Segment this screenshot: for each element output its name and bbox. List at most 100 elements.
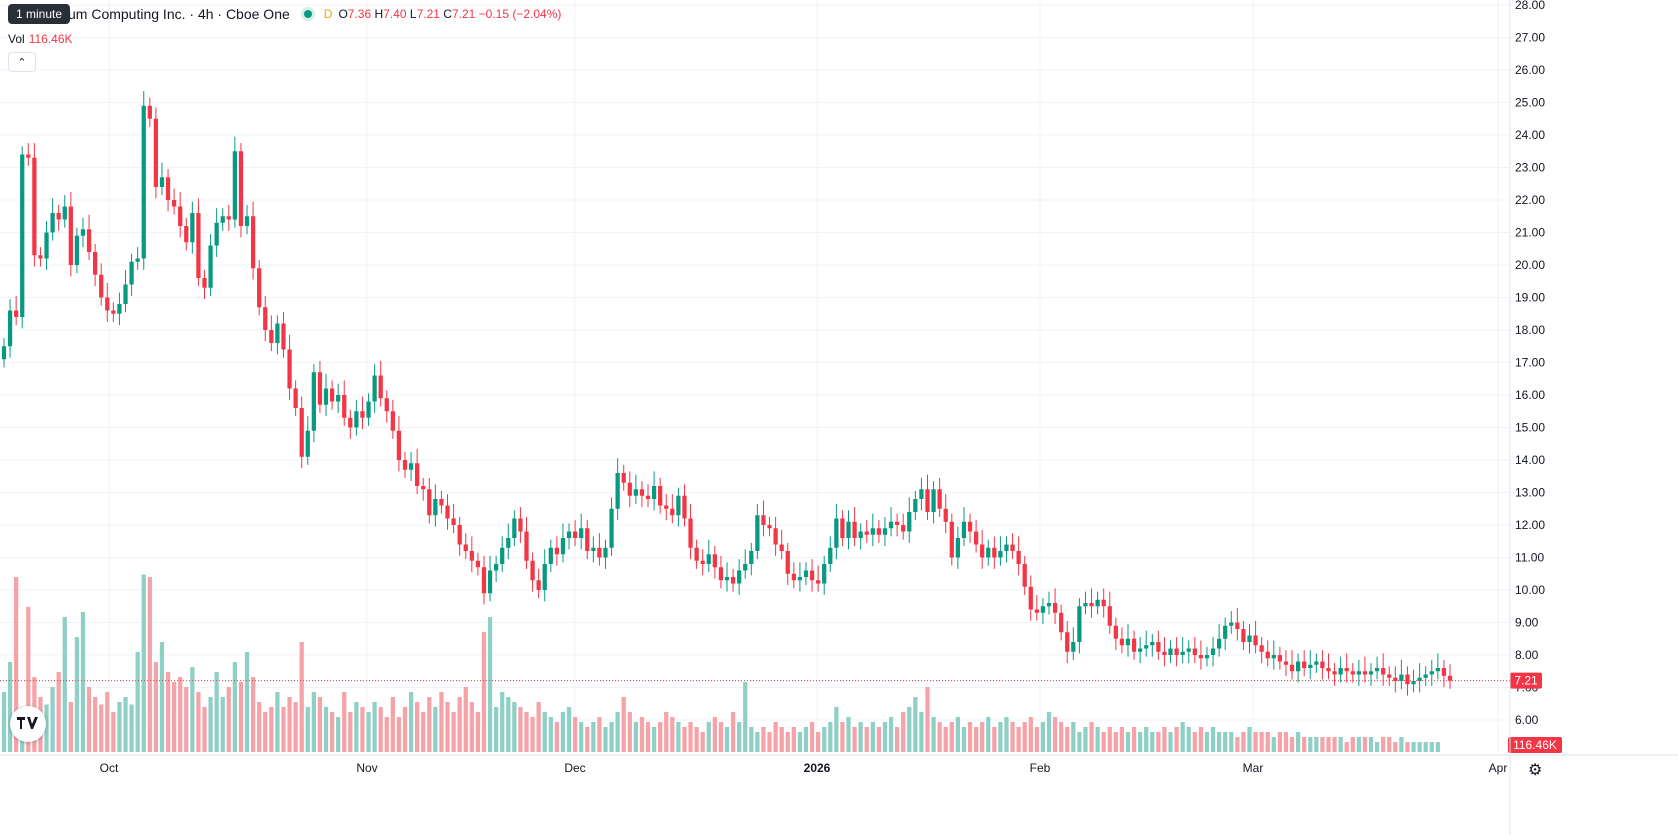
candle-body	[998, 551, 1003, 558]
candle-body	[1, 346, 7, 360]
volume-bar	[536, 702, 541, 752]
candle-body	[384, 398, 389, 412]
volume-bar	[1059, 722, 1064, 752]
price-axis-label: 26.00	[1515, 63, 1545, 77]
candle-body	[864, 531, 869, 535]
volume-bar	[937, 722, 942, 752]
candle-body	[317, 372, 323, 405]
interval-letter[interactable]: D	[323, 7, 333, 21]
candle-body	[20, 154, 25, 317]
volume-bar	[779, 727, 784, 752]
candle-body	[493, 564, 499, 571]
candle-body	[26, 154, 31, 158]
volume-bar	[402, 707, 408, 752]
candle-body	[1059, 612, 1064, 633]
volume-bar	[1101, 732, 1106, 752]
time-axis-label: 2026	[804, 761, 831, 775]
candle-body	[238, 151, 244, 226]
volume-bar	[597, 717, 602, 752]
candle-body	[1393, 677, 1398, 681]
candle-body	[1235, 622, 1240, 629]
time-axis-label: Nov	[356, 761, 377, 775]
volume-bar	[1223, 732, 1228, 752]
volume-bar	[1107, 727, 1112, 752]
volume-bar	[68, 702, 73, 752]
candle-body	[1295, 661, 1301, 672]
candle-body	[1065, 632, 1070, 652]
volume-bar	[986, 717, 991, 752]
volume-bar	[712, 717, 717, 752]
price-axis-label: 21.00	[1515, 226, 1545, 240]
volume-bar	[882, 722, 888, 752]
volume-bar	[907, 707, 912, 752]
volume-bar	[888, 717, 894, 752]
time-axis-label: Oct	[100, 761, 119, 775]
volume-bar	[1016, 727, 1021, 752]
last-price-label: 7.21	[1514, 674, 1538, 688]
candle-body	[99, 274, 104, 298]
volume-bar	[627, 712, 632, 752]
candle-body	[664, 505, 669, 509]
candle-body	[688, 518, 693, 548]
candle-body	[1095, 599, 1100, 607]
collapse-legend-button[interactable]: ⌃	[8, 52, 36, 72]
volume-bar	[943, 727, 948, 752]
volume-bar	[1095, 727, 1100, 752]
candle-body	[354, 411, 359, 428]
volume-bar	[348, 712, 353, 752]
candle-body	[718, 567, 724, 581]
candle-body	[402, 460, 408, 470]
price-axis-label: 20.00	[1515, 258, 1545, 272]
volume-bar	[1162, 727, 1167, 752]
volume-bar	[80, 612, 86, 752]
volume-bar	[1083, 727, 1088, 752]
candle-body	[1405, 674, 1410, 685]
candle-body	[670, 508, 675, 516]
candle-body	[366, 401, 371, 418]
volume-bar	[1186, 727, 1191, 752]
price-axis-label: 25.00	[1515, 96, 1545, 110]
volume-bar	[190, 667, 195, 752]
candle-body	[269, 330, 274, 343]
candle-body	[56, 213, 61, 220]
volume-bar	[26, 607, 31, 752]
candle-body	[1368, 671, 1374, 675]
volume-bar	[1052, 717, 1058, 752]
volume-label: Vol	[8, 32, 25, 46]
market-status-dot[interactable]	[303, 10, 312, 18]
gear-icon[interactable]: ⚙	[1528, 762, 1543, 779]
volume-bar	[1204, 732, 1210, 752]
volume-bar	[493, 707, 499, 752]
price-axis-label: 14.00	[1515, 453, 1545, 467]
symbol-title[interactable]: um Computing Inc. · 4h · Cboe One	[68, 6, 290, 22]
volume-bar	[518, 707, 523, 752]
candle-body	[390, 411, 395, 431]
volume-bar	[481, 632, 487, 752]
volume-bar	[147, 577, 152, 752]
volume-bar	[105, 692, 110, 752]
volume-bar	[1125, 732, 1131, 752]
volume-bar	[542, 712, 547, 752]
volume-bar	[1435, 742, 1440, 752]
volume-bar	[506, 697, 511, 752]
candle-body	[427, 489, 432, 516]
volume-legend[interactable]: Vol 116.46K	[8, 32, 73, 46]
candle-body	[1417, 677, 1422, 681]
volume-bar	[840, 722, 845, 752]
volume-bar	[645, 722, 651, 752]
volume-bar	[165, 672, 171, 752]
tradingview-logo-icon[interactable]	[10, 706, 46, 742]
volume-bar	[925, 687, 930, 752]
candle-body	[512, 518, 517, 538]
candle-body	[171, 200, 177, 207]
candle-body	[724, 577, 730, 581]
candle-body	[791, 573, 796, 581]
volume-bar	[992, 727, 997, 752]
candle-body	[1429, 671, 1434, 675]
candle-body	[931, 489, 936, 512]
candle-body	[214, 222, 219, 246]
volume-bar	[159, 642, 165, 752]
candle-body	[1253, 635, 1258, 646]
candle-body	[1186, 648, 1191, 652]
